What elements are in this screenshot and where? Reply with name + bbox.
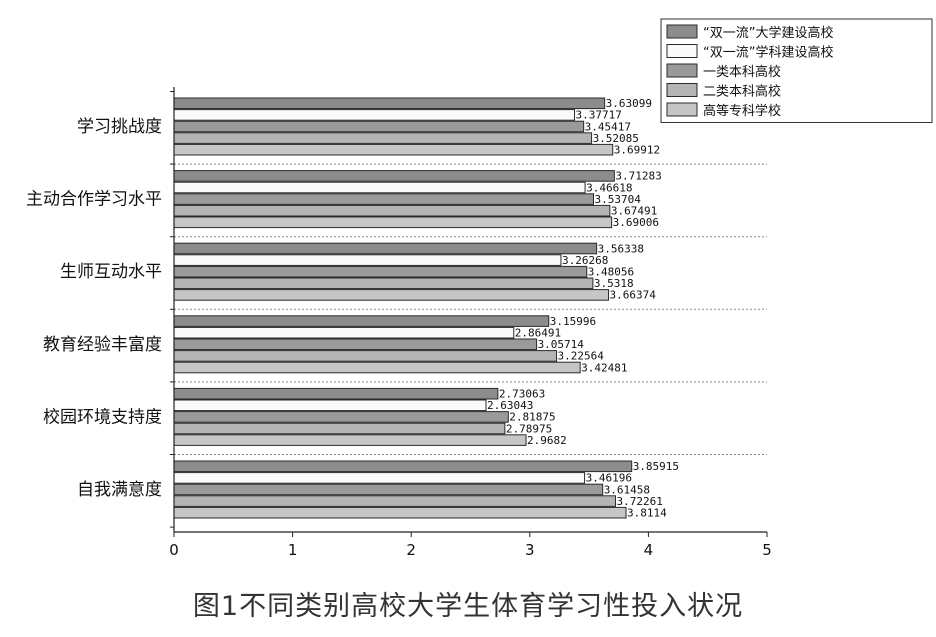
category-label: 生师互动水平: [60, 262, 162, 282]
x-tick-label: 0: [169, 541, 179, 559]
bar-value-label: 3.05714: [538, 338, 585, 351]
bar: [173, 289, 610, 301]
bar-value-label: 3.69912: [614, 144, 660, 157]
bar: [173, 143, 614, 156]
bar: [173, 326, 515, 339]
legend-label: 高等专科学校: [703, 103, 781, 119]
bar-value-label: 2.73063: [499, 388, 545, 401]
bar: [173, 315, 550, 327]
bar-value-label: 2.86491: [515, 327, 561, 340]
bar-value-label: 3.42481: [581, 361, 627, 374]
bar: [173, 483, 604, 496]
bar: [173, 422, 506, 435]
bar: [173, 216, 613, 229]
bar: [173, 120, 585, 133]
bar-value-label: 3.52085: [593, 132, 639, 145]
bar: [173, 181, 586, 194]
category-label: 自我满意度: [77, 480, 162, 500]
legend-box: [660, 18, 933, 123]
legend-label: 一类本科高校: [703, 64, 781, 80]
bar: [173, 97, 606, 110]
axes-layer: 0 1 2 3 4 5: [169, 87, 772, 559]
bar: [173, 170, 615, 182]
bar-value-label: 3.26268: [562, 254, 608, 267]
bar: [173, 411, 509, 423]
bar: [173, 495, 617, 507]
bar: [173, 338, 538, 351]
bar-value-label: 3.56338: [598, 242, 644, 255]
bar-value-label: 2.81875: [509, 411, 555, 424]
bar: [173, 277, 594, 290]
bar-value-label: 3.67491: [611, 205, 657, 218]
bar: [173, 204, 611, 217]
x-tick-label: 1: [288, 541, 298, 559]
bar: [173, 361, 581, 374]
legend-swatch: [666, 102, 698, 117]
bar-value-label: 3.5318: [594, 277, 634, 290]
bar-value-label: 3.63099: [606, 97, 652, 110]
bar-value-label: 3.8114: [627, 507, 667, 520]
bar-value-label: 3.22564: [558, 350, 605, 363]
bars-layer: [173, 97, 633, 519]
bar-value-label: 2.78975: [506, 422, 552, 435]
figure-caption: 图1不同类别高校大学生体育学习性投入状况: [192, 591, 744, 622]
bar-value-label: 3.66374: [610, 289, 657, 302]
x-tick-label: 5: [762, 541, 772, 559]
bar: [173, 242, 598, 255]
bar-value-label: 3.15996: [550, 315, 596, 328]
bar-value-label: 3.85915: [633, 460, 679, 473]
bar-value-label: 3.72261: [617, 495, 663, 508]
bar-value-label: 2.63043: [487, 399, 533, 412]
bar: [173, 434, 527, 446]
bar-value-label: 3.45417: [585, 120, 631, 133]
bar-value-label: 3.46618: [586, 181, 632, 194]
bar: [173, 109, 576, 121]
bar: [173, 193, 594, 205]
group-separators: [174, 163, 767, 455]
bar: [173, 350, 558, 362]
bar: [173, 254, 562, 266]
bar: [173, 506, 627, 519]
bar-value-label: 3.71283: [615, 170, 661, 183]
bar: [173, 132, 593, 144]
bar: [173, 399, 487, 412]
legend-swatch: [666, 83, 698, 97]
bar-value-label: 3.46196: [586, 472, 632, 485]
bar-value-label: 3.69006: [613, 216, 659, 229]
category-label: 校园环境支持度: [43, 407, 162, 427]
category-label: 主动合作学习水平: [26, 190, 162, 210]
bar: [173, 387, 499, 400]
bar-value-label: 3.48056: [588, 266, 634, 279]
bar: [173, 265, 588, 278]
category-label: 学习挑战度: [77, 117, 162, 137]
legend-label: 二类本科高校: [703, 84, 781, 100]
legend-swatch: [666, 44, 698, 58]
bar-value-label: 2.9682: [527, 434, 567, 447]
legend-swatch: [666, 63, 698, 78]
bar: [173, 472, 586, 484]
bar-value-label: 3.53704: [594, 193, 641, 206]
x-tick-label: 4: [644, 541, 654, 559]
bar: [173, 460, 633, 473]
bar-value-label: 3.37717: [576, 109, 622, 122]
x-tick-label: 2: [406, 541, 416, 559]
bar-value-label: 3.61458: [604, 483, 650, 496]
legend-label: “双一流”学科建设高校: [703, 45, 833, 61]
x-tick-label: 3: [525, 541, 535, 559]
legend-swatch: [666, 24, 698, 39]
legend-label: “双一流”大学建设高校: [703, 25, 833, 41]
category-label: 教育经验丰富度: [43, 335, 162, 355]
